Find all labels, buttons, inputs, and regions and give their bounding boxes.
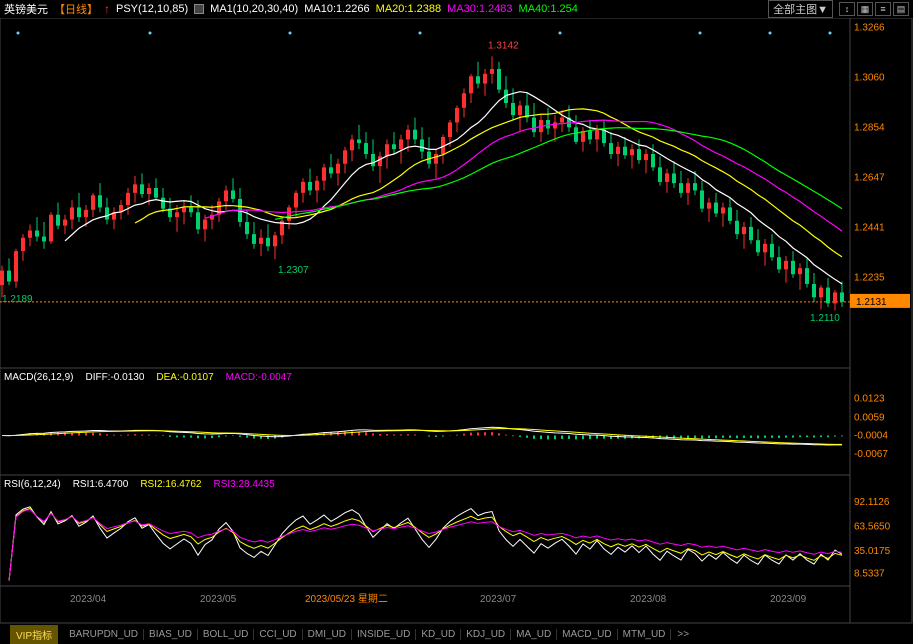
indicator-tab[interactable]: BIAS_UD — [144, 629, 198, 640]
svg-text:92.1126: 92.1126 — [854, 497, 890, 508]
svg-text:1.2110: 1.2110 — [810, 313, 840, 324]
indicator-tab[interactable]: KDJ_UD — [461, 629, 511, 640]
ma10-label: MA10:1.2266 — [304, 3, 369, 15]
svg-text:2023/04: 2023/04 — [70, 594, 107, 605]
psy-label: PSY(12,10,85) — [116, 3, 188, 15]
indicator-tab[interactable]: MA_UD — [511, 629, 557, 640]
svg-text:RSI1:6.4700: RSI1:6.4700 — [73, 479, 129, 490]
ma-params-label: MA1(10,20,30,40) — [210, 3, 298, 15]
indicator-tab[interactable]: CCI_UD — [254, 629, 302, 640]
symbol-name: 英镑美元 — [4, 1, 48, 17]
svg-text:0.0059: 0.0059 — [854, 412, 885, 423]
toolbar-btn-4[interactable]: ▤ — [893, 2, 909, 16]
svg-text:RSI(6,12,24): RSI(6,12,24) — [4, 479, 61, 490]
svg-text:DEA:-0.0107: DEA:-0.0107 — [156, 372, 214, 383]
indicator-tab[interactable]: BARUPDN_UD — [64, 629, 144, 640]
svg-text:2023/05: 2023/05 — [200, 594, 237, 605]
indicator-tab[interactable]: MACD_UD — [557, 629, 617, 640]
svg-text:1.2307: 1.2307 — [278, 265, 309, 276]
svg-text:-0.0004: -0.0004 — [854, 431, 888, 442]
indicator-tab[interactable]: DMI_UD — [303, 629, 352, 640]
svg-text:63.5650: 63.5650 — [854, 521, 891, 532]
svg-text:0.0123: 0.0123 — [854, 394, 885, 405]
indicator-tab[interactable]: BOLL_UD — [198, 629, 255, 640]
ma20-label: MA20:1.2388 — [376, 3, 441, 15]
svg-text:RSI3:28.4435: RSI3:28.4435 — [213, 479, 275, 490]
svg-text:2023/07: 2023/07 — [480, 594, 517, 605]
svg-text:RSI2:16.4762: RSI2:16.4762 — [140, 479, 202, 490]
svg-text:1.2235: 1.2235 — [854, 273, 885, 284]
arrow-icon: ↑ — [104, 2, 110, 16]
chart-svg: 1.3266 1.3060 1.2854 1.2647 1.2441 1.2235 1.21… — [0, 18, 913, 624]
indicator-tab[interactable]: INSIDE_UD — [352, 629, 416, 640]
svg-text:1.3266: 1.3266 — [854, 22, 885, 33]
svg-text:2023/05/23 星期二: 2023/05/23 星期二 — [305, 593, 388, 605]
theme-dropdown[interactable]: 全部主图▼ — [768, 0, 833, 18]
toolbar-btn-2[interactable]: ▦ — [857, 2, 873, 16]
svg-text:1.3060: 1.3060 — [854, 72, 885, 83]
svg-text:35.0175: 35.0175 — [854, 546, 891, 557]
svg-text:-0.0067: -0.0067 — [854, 449, 888, 460]
svg-text:1.2441: 1.2441 — [854, 223, 885, 234]
svg-text:2023/09: 2023/09 — [770, 594, 807, 605]
svg-text:1.2131: 1.2131 — [856, 297, 887, 308]
svg-text:MACD:-0.0047: MACD:-0.0047 — [226, 372, 293, 383]
ma30-label: MA30:1.2483 — [447, 3, 512, 15]
svg-text:MACD(26,12,9): MACD(26,12,9) — [4, 372, 73, 383]
toolbar-btn-1[interactable]: ↕ — [839, 2, 855, 16]
vip-indicator-button[interactable]: VIP指标 — [10, 625, 58, 644]
svg-text:1.2647: 1.2647 — [854, 173, 885, 184]
ma-checkbox-icon[interactable] — [194, 4, 204, 14]
period-label: 【日线】 — [54, 1, 98, 17]
more-indicators-button[interactable]: >> — [671, 629, 695, 640]
toolbar-btn-3[interactable]: ≡ — [875, 2, 891, 16]
ma40-label: MA40:1.254 — [519, 3, 578, 15]
svg-text:1.2189: 1.2189 — [2, 294, 33, 305]
svg-text:2023/08: 2023/08 — [630, 594, 667, 605]
svg-text:1.2854: 1.2854 — [854, 122, 885, 133]
svg-text:8.5337: 8.5337 — [854, 569, 885, 580]
svg-text:1.3142: 1.3142 — [488, 40, 519, 51]
indicator-tab[interactable]: KD_UD — [416, 629, 461, 640]
indicator-tab[interactable]: MTM_UD — [618, 629, 672, 640]
svg-text:DIFF:-0.0130: DIFF:-0.0130 — [85, 372, 144, 383]
